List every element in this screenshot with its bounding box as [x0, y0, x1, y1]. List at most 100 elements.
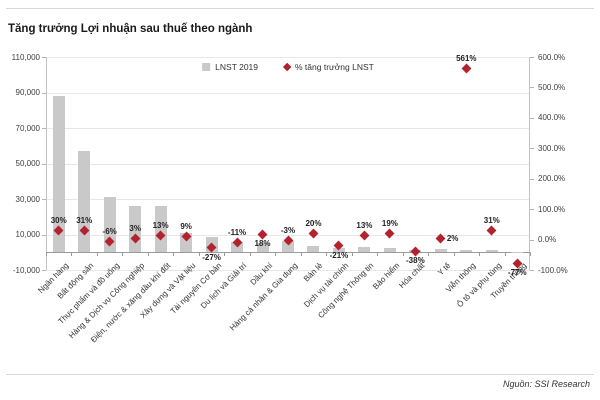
x-axis-tick: [402, 252, 404, 257]
right-tick: [530, 117, 534, 119]
bar: [282, 240, 294, 253]
growth-diamond-marker: [410, 246, 421, 257]
right-tick: [530, 270, 534, 271]
right-axis-tick-label: 200.0%: [538, 174, 566, 184]
left-axis-tick-label: 50,000: [15, 159, 40, 168]
x-axis-tick: [453, 252, 455, 257]
x-axis-category-label: Bán lẻ: [302, 261, 325, 284]
growth-data-label: 19%: [381, 219, 398, 229]
growth-data-label: 3%: [129, 224, 141, 234]
left-axis-tick-label: 30,000: [15, 194, 40, 204]
bar-series-swatch-icon: [202, 63, 211, 71]
gridline: [46, 234, 530, 236]
left-tick: [42, 57, 46, 58]
growth-data-label: 561%: [456, 54, 477, 64]
right-axis-tick-label: 400.0%: [538, 113, 566, 123]
x-axis-tick: [224, 252, 226, 257]
left-tick: [42, 163, 46, 165]
growth-data-label: 18%: [254, 239, 271, 249]
x-axis-category-label: Hàng cá nhân & Gia dụng: [227, 261, 300, 333]
x-axis-category-label: Dịch vụ tài chính: [302, 261, 351, 310]
growth-data-label: 2%: [446, 234, 459, 244]
bar: [383, 247, 396, 253]
x-axis-category-label: Xây dựng và Vật liệu: [138, 261, 198, 321]
x-axis-tick: [351, 252, 353, 257]
growth-diamond-marker: [384, 228, 395, 239]
growth-data-label: 13%: [152, 221, 169, 231]
x-axis-category-label: Du lịch và Giải trí: [198, 261, 249, 311]
growth-data-label: 31%: [483, 215, 500, 225]
bar: [460, 249, 473, 253]
right-tick: [530, 57, 534, 58]
left-tick: [42, 92, 46, 94]
growth-diamond-marker: [461, 63, 472, 74]
x-axis-tick: [479, 252, 481, 257]
source-credit: Nguồn: SSI Research: [502, 379, 590, 389]
legend-item-bars: LNST 2019: [202, 62, 258, 72]
top-divider: [6, 8, 594, 9]
left-tick: [42, 234, 46, 236]
left-axis-line: [46, 57, 47, 270]
x-axis-category-label: Viễn thông: [444, 261, 478, 295]
right-axis-tick-label: -100.0%: [538, 265, 568, 275]
bar: [256, 243, 269, 253]
right-tick: [530, 178, 534, 180]
x-axis-tick: [173, 252, 175, 257]
growth-data-label: -11%: [227, 228, 247, 238]
right-axis-tick-label: 300.0%: [538, 143, 566, 153]
x-axis-tick: [96, 252, 98, 257]
legend-label-bars: LNST 2019: [215, 62, 259, 72]
bar: [307, 246, 320, 253]
x-axis-tick: [530, 252, 531, 257]
growth-data-label: 30%: [50, 215, 67, 225]
x-axis-category-label: Ô tô và phụ tùng: [454, 261, 504, 310]
bar: [511, 251, 524, 253]
x-axis-tick: [249, 252, 251, 257]
x-axis-line: [46, 252, 530, 254]
x-axis-tick: [147, 252, 149, 257]
right-tick: [530, 239, 534, 241]
left-axis-tick-label: 90,000: [15, 88, 40, 97]
growth-diamond-marker: [512, 258, 523, 268]
x-axis-category-label: Bất động sản: [55, 261, 96, 301]
growth-data-label: 20%: [305, 218, 322, 228]
x-axis-tick: [428, 252, 430, 257]
gridline: [46, 57, 530, 58]
growth-diamond-marker: [359, 230, 370, 241]
growth-data-label: -21%: [329, 250, 349, 260]
diamond-series-swatch-icon: [282, 62, 292, 72]
footer-divider: [6, 374, 594, 375]
left-axis-tick-label: 110,000: [11, 52, 40, 62]
gridline: [46, 163, 530, 165]
bar: [154, 206, 167, 253]
right-axis-tick-label: 600.0%: [538, 52, 566, 62]
left-tick: [42, 128, 46, 129]
growth-data-label: -77%: [507, 268, 527, 277]
x-axis-category-label: Tài nguyên Cơ bản: [168, 261, 223, 316]
legend-item-growth: % tăng trưởng LNST: [282, 62, 374, 72]
x-axis-tick: [300, 252, 302, 257]
right-axis-tick-label: 0.0%: [538, 235, 557, 245]
right-tick: [530, 87, 534, 89]
x-axis-tick: [504, 252, 506, 257]
x-axis-category-label: Truyền thông: [489, 261, 529, 301]
x-axis-category-label: Ngân hàng: [36, 261, 71, 296]
gridline: [46, 92, 530, 94]
right-tick: [530, 148, 534, 150]
x-axis-tick: [198, 252, 200, 257]
growth-data-label: 31%: [76, 215, 93, 225]
gridline: [46, 270, 530, 271]
chart-title: Tăng trưởng Lợi nhuận sau thuế theo ngàn…: [8, 23, 253, 35]
right-axis-tick-label: 500.0%: [538, 82, 566, 92]
x-axis-category-label: Bảo hiểm: [370, 261, 402, 292]
x-axis-category-label: Công nghệ Thông tin: [316, 261, 376, 321]
x-axis-tick: [122, 252, 124, 257]
x-axis-category-label: Hàng & Dịch vụ Công nghiệp: [67, 261, 147, 341]
gridline: [46, 128, 530, 129]
x-axis-category-label: Dầu khí: [248, 261, 274, 288]
right-axis-line: [529, 57, 530, 270]
bar: [78, 151, 91, 253]
left-axis-tick-label: 70,000: [15, 123, 40, 133]
left-tick: [42, 270, 46, 271]
